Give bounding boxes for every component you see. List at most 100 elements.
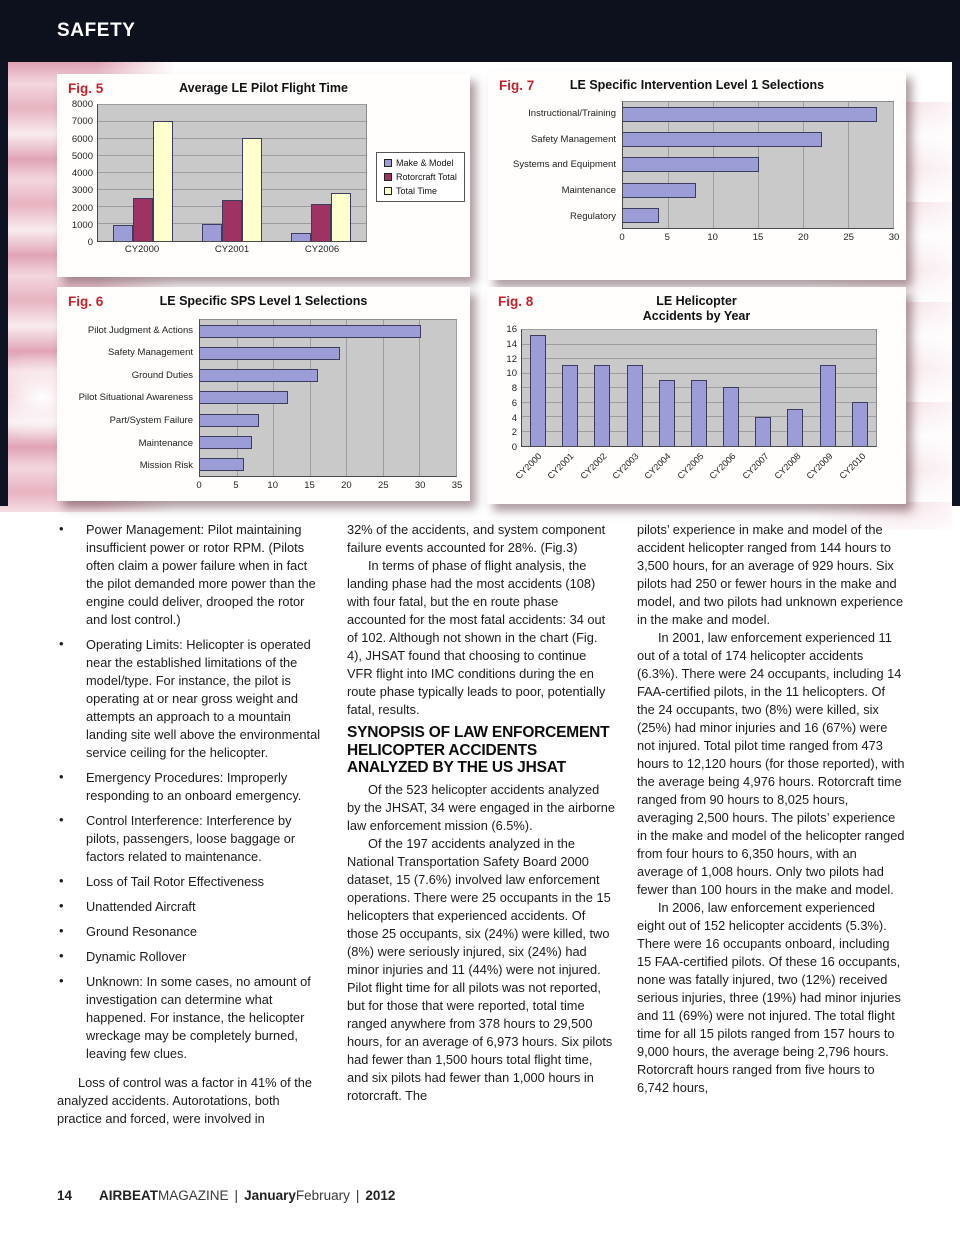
bars-layer bbox=[98, 105, 366, 241]
category-label: Maintenance bbox=[561, 185, 616, 197]
y-tick-label: 1000 bbox=[71, 219, 93, 231]
x-label-slot: CY2003 bbox=[611, 449, 650, 485]
gridline bbox=[522, 358, 876, 359]
plot-column: 0 5 10 15 20 25 30 35 bbox=[196, 319, 462, 493]
x-tick-label: 10 bbox=[707, 232, 718, 243]
chart-body: 0 1000 2000 3000 4000 5000 6000 7000 8000 CY2000 C… bbox=[65, 100, 470, 255]
gridline bbox=[98, 189, 366, 190]
y-tick-label: 2000 bbox=[71, 202, 93, 214]
legend: Make & Model Rotorcraft Total Total Time bbox=[376, 152, 465, 202]
figure-7-title: LE Specific Intervention Level 1 Selecti… bbox=[569, 78, 825, 92]
plot-column: CY2000 CY2001 CY2002 CY2003 CY2004 CY2005 CY20… bbox=[514, 329, 877, 485]
bar-group bbox=[723, 387, 740, 446]
bar bbox=[819, 364, 836, 446]
legend-swatch bbox=[384, 159, 392, 167]
y-tick-label: 10 bbox=[506, 368, 517, 380]
bar-group bbox=[112, 120, 173, 241]
x-label-slot: CY2004 bbox=[643, 449, 682, 485]
footer-separator-2: | bbox=[355, 1188, 360, 1203]
bar-group bbox=[851, 401, 868, 446]
magazine-name-light: MAGAZINE bbox=[158, 1188, 229, 1203]
legend-entry: Total Time bbox=[384, 186, 457, 196]
page-number: 14 bbox=[57, 1188, 73, 1203]
gridline bbox=[98, 121, 366, 122]
bar bbox=[658, 379, 675, 446]
bar-group bbox=[594, 364, 611, 446]
gridline bbox=[98, 138, 366, 139]
bullet-item: Ground Resonance bbox=[57, 922, 325, 941]
col2-paragraph-2: In terms of phase of flight analysis, th… bbox=[347, 558, 606, 717]
figure-8-card: Fig. 8 LE Helicopter Accidents by Year 0 2… bbox=[487, 287, 906, 504]
bar bbox=[562, 364, 579, 446]
x-tick-label: 15 bbox=[304, 480, 315, 491]
col1-closing-paragraph: Loss of control was a factor in 41% of t… bbox=[57, 1075, 313, 1126]
bar bbox=[690, 379, 707, 446]
figure-7-header: Fig. 7 LE Specific Intervention Level 1 … bbox=[488, 71, 906, 101]
bar-group bbox=[690, 379, 707, 446]
figure-5-header: Fig. 5 Average LE Pilot Flight Time bbox=[57, 74, 470, 104]
page-footer: 14 AIRBEAT MAGAZINE | January February |… bbox=[57, 1188, 395, 1203]
column-1: Power Management: Pilot maintaining insu… bbox=[57, 520, 325, 1128]
figure-6-label: Fig. 6 bbox=[68, 294, 104, 309]
category-label: Mission Risk bbox=[139, 460, 193, 472]
category-label: Pilot Situational Awareness bbox=[78, 392, 193, 404]
section-title: SAFETY bbox=[57, 20, 136, 41]
gridline bbox=[98, 104, 366, 105]
bar bbox=[291, 233, 312, 241]
bar-group bbox=[658, 379, 675, 446]
title-line: LE Helicopter bbox=[656, 294, 737, 308]
fig6-bar-chart: Pilot Judgment & Actions Safety Managemen… bbox=[65, 319, 470, 493]
x-tick-label: 10 bbox=[267, 480, 278, 491]
left-edge-strip bbox=[0, 62, 8, 506]
bar bbox=[201, 224, 222, 241]
x-label-slot: CY2002 bbox=[578, 449, 618, 485]
plot-area bbox=[97, 104, 367, 242]
category-label: Safety Management bbox=[107, 347, 193, 359]
title-line: Accidents by Year bbox=[642, 308, 751, 323]
col3-paragraph-1: pilots’ experience in make and model of … bbox=[637, 522, 904, 627]
x-tick-label: CY2000 bbox=[124, 244, 160, 255]
magazine-name-bold: AIRBEAT bbox=[99, 1188, 159, 1203]
y-tick-label: 14 bbox=[506, 338, 517, 350]
bar bbox=[851, 401, 868, 446]
bullet-item: Loss of Tail Rotor Effectiveness bbox=[57, 872, 325, 891]
heading-line: ANALYZED BY THE US JHSAT bbox=[347, 759, 566, 776]
category-label: Instructional/Training bbox=[528, 108, 616, 120]
bullet-item: Control Interference: Interference by pi… bbox=[57, 811, 325, 866]
bar bbox=[723, 387, 740, 446]
x-tick-label: 25 bbox=[377, 480, 389, 491]
x-label-slot: CY2006 bbox=[277, 244, 367, 255]
bullet-item: Unknown: In some cases, no amount of inv… bbox=[57, 972, 325, 1063]
bullet-list: Power Management: Pilot maintaining insu… bbox=[57, 520, 325, 1063]
footer-month-bold: January bbox=[244, 1188, 296, 1203]
fig7-bar-chart: Instructional/Training Safety Management S… bbox=[496, 101, 906, 245]
x-tick-label: 30 bbox=[888, 232, 900, 243]
x-tick-label: CY2000 bbox=[513, 451, 544, 482]
bars-layer bbox=[623, 102, 893, 228]
col2-paragraph-4: Of the 197 accidents analyzed in the Nat… bbox=[347, 835, 613, 1103]
bars-layer bbox=[200, 320, 456, 476]
column-2: 32% of the accidents, and system compone… bbox=[347, 521, 615, 1128]
category-label: Maintenance bbox=[138, 437, 193, 449]
x-tick-label: 35 bbox=[451, 480, 463, 491]
figure-5-title: Average LE Pilot Flight Time bbox=[179, 81, 348, 95]
legend-label: Make & Model bbox=[396, 158, 454, 168]
bar bbox=[132, 197, 153, 241]
x-tick-label: 0 bbox=[196, 480, 202, 491]
figure-8-label: Fig. 8 bbox=[498, 294, 534, 309]
bar-group bbox=[201, 138, 262, 241]
y-tick-label: 2 bbox=[511, 427, 517, 439]
x-label-slot: CY2006 bbox=[708, 449, 747, 485]
x-label-slot: CY2000 bbox=[97, 244, 187, 255]
legend-swatch bbox=[384, 187, 392, 195]
bar bbox=[594, 364, 611, 446]
category-label: Pilot Judgment & Actions bbox=[87, 324, 193, 336]
bar bbox=[623, 207, 660, 223]
footer-separator-1: | bbox=[234, 1188, 239, 1203]
legend-label: Rotorcraft Total bbox=[396, 172, 457, 182]
legend-entry: Rotorcraft Total bbox=[384, 172, 457, 182]
heading-line: SYNOPSIS OF LAW ENFORCEMENT bbox=[347, 724, 610, 741]
plot-area bbox=[521, 329, 877, 447]
y-tick-label: 8 bbox=[511, 383, 517, 394]
bar bbox=[200, 413, 259, 427]
